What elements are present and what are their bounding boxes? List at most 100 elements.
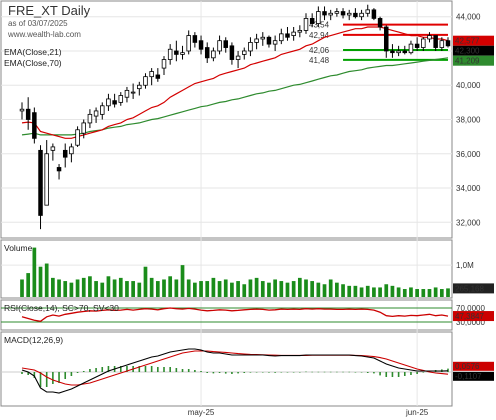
candle-up <box>408 43 414 54</box>
axis-labels: 32,00034,00036,00038,00040,00042,00044,0… <box>188 13 494 417</box>
resistance-level-label: 43,54 <box>309 21 330 30</box>
macd-histogram-bar <box>200 371 202 372</box>
volume-bar <box>205 281 210 297</box>
macd-histogram-bar <box>292 372 295 373</box>
candle-down <box>174 50 179 55</box>
candle-up <box>439 40 445 48</box>
candle-down <box>192 35 198 43</box>
macd-histogram-bar <box>342 371 344 373</box>
rsi-last-tag <box>453 311 494 322</box>
price-tick-label: 32,000 <box>456 218 481 227</box>
macd-histogram-bar <box>385 372 388 377</box>
volume-bar <box>384 284 389 297</box>
macd-histogram-bar <box>237 372 239 374</box>
rsi-tick-label: 30,0000 <box>456 318 485 327</box>
macd-histogram-bar <box>379 372 381 376</box>
volume-bar <box>174 279 179 297</box>
volume-last-tag <box>453 283 494 294</box>
volume-bar <box>75 279 80 297</box>
candle-down <box>353 12 358 18</box>
ema21-last-value: 42,577 <box>455 37 480 46</box>
price-tick-label: 40,000 <box>456 81 481 90</box>
macd-last-tag <box>453 361 494 371</box>
candle-up <box>396 50 401 54</box>
macd-histogram-bar <box>336 371 338 373</box>
macd-histogram-bar <box>119 366 122 372</box>
macd-histogram-bar <box>169 367 171 372</box>
candle-down <box>445 40 451 47</box>
macd-histogram-bar <box>268 372 270 373</box>
ema-lines <box>21 26 449 139</box>
candle-up <box>248 42 253 52</box>
volume-bar <box>421 289 426 297</box>
date-tick-label: may-25 <box>188 408 215 417</box>
volume-bar <box>44 263 49 297</box>
volume-bar <box>427 289 432 297</box>
candle-up <box>180 52 185 55</box>
volume-bar <box>316 282 321 297</box>
volume-bar <box>396 287 401 297</box>
macd-histogram-bar <box>354 372 357 373</box>
macd-histogram-bar <box>45 372 48 387</box>
macd-histogram-bar <box>311 371 313 373</box>
volume-bar <box>149 277 154 297</box>
candle-down <box>402 50 408 54</box>
macd-histogram-bar <box>187 369 190 372</box>
macd-histogram-bar <box>416 372 418 374</box>
candle-up <box>297 30 303 33</box>
volume-bar <box>193 282 197 297</box>
macd-histogram-bar <box>274 372 276 373</box>
rsi-last-value: 47,3847 <box>455 312 484 321</box>
volume-bar <box>211 277 216 297</box>
volume-bar <box>285 282 290 297</box>
candle-up <box>137 84 142 90</box>
candle-up <box>359 12 364 18</box>
candle-down <box>285 33 290 38</box>
candle-down <box>229 45 235 60</box>
site-watermark: www.wealth-lab.com <box>7 30 81 39</box>
candle-up <box>93 110 99 117</box>
macd-histogram-bar <box>175 368 178 372</box>
macd-histogram-bar <box>286 372 289 373</box>
volume-bar <box>186 279 191 297</box>
volume-bar <box>353 285 358 297</box>
volume-bar <box>254 277 259 297</box>
rsi-line <box>21 307 449 322</box>
candle-up <box>279 33 284 42</box>
macd-histogram-bar <box>218 372 221 373</box>
volume-bar <box>88 276 92 297</box>
macd-histogram-bar <box>231 372 233 374</box>
volume-bar <box>415 289 419 297</box>
candle-down <box>414 43 420 48</box>
macd-histogram-bar <box>410 372 412 375</box>
volume-bar <box>260 281 265 297</box>
rsi-panel <box>0 299 453 331</box>
candle-up <box>217 40 222 52</box>
macd-histogram-bar <box>305 371 307 373</box>
macd-histogram-bar <box>150 366 153 372</box>
rsi-tick-label: 70,0000 <box>456 304 485 313</box>
rsi-line <box>1 307 452 323</box>
volume-bar <box>131 281 135 297</box>
volume-bar <box>402 289 407 297</box>
candle-up <box>161 59 167 69</box>
candle-up <box>75 129 80 146</box>
macd-histogram-bar <box>58 372 60 383</box>
macd-histogram-bar <box>181 369 184 372</box>
ema21-last-value-tag <box>453 35 494 46</box>
macd-histogram-bar <box>243 372 246 373</box>
macd-histogram-bar <box>317 371 320 373</box>
macd-histogram-bar <box>107 366 110 372</box>
ema21-label: EMA(Close,21) <box>4 47 62 57</box>
candle-down <box>198 40 204 50</box>
volume-bar <box>328 279 333 297</box>
candle-down <box>371 9 377 19</box>
macd-panel <box>0 331 453 407</box>
volume-bar <box>137 282 142 297</box>
macd-histogram-bar <box>52 372 54 384</box>
volume-bar <box>223 279 228 297</box>
candle-up <box>211 50 216 59</box>
candle-up <box>272 40 278 45</box>
volume-bar <box>267 282 271 297</box>
candle-up <box>149 71 154 78</box>
